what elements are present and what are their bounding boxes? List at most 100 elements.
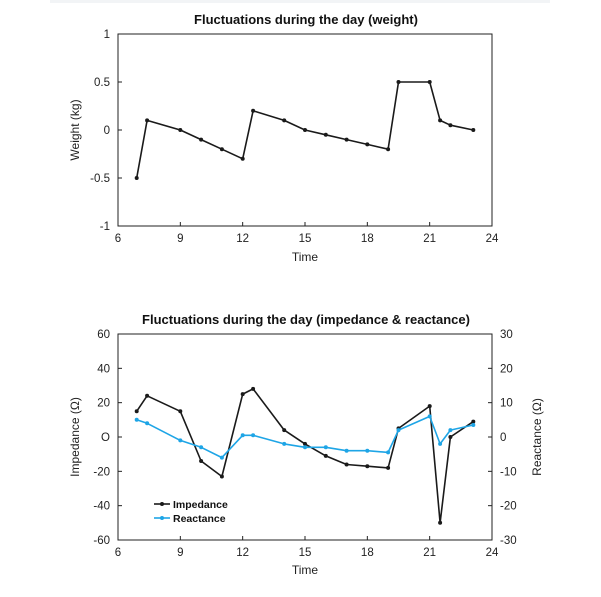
reactance-point bbox=[145, 421, 150, 426]
series-0-point bbox=[365, 142, 370, 147]
reactance-point bbox=[344, 448, 349, 453]
reactance-point bbox=[303, 445, 307, 450]
reactance-point bbox=[219, 455, 224, 460]
top-strip bbox=[50, 0, 550, 3]
impedance-point bbox=[386, 465, 391, 470]
legend-reactance-marker bbox=[160, 516, 164, 520]
y-tick-label: O bbox=[101, 432, 110, 444]
series-0-point bbox=[471, 128, 476, 132]
y-tick-label: -60 bbox=[93, 535, 110, 547]
impedance-point bbox=[219, 474, 224, 479]
impedance-y-axis: 60 40 20 O -20 -40 -60 bbox=[93, 329, 122, 547]
legend-reactance-label: Reactance bbox=[173, 513, 226, 525]
reactance-point bbox=[240, 433, 245, 438]
weight-chart-title: Fluctuations during the day (weight) bbox=[194, 12, 418, 27]
y2-tick-label: 10 bbox=[500, 398, 513, 410]
y-tick-label: -40 bbox=[93, 501, 110, 513]
y-tick-label: 20 bbox=[97, 398, 110, 410]
reactance-point bbox=[365, 448, 370, 453]
series-0-point bbox=[303, 128, 307, 132]
weight-y-axis-label: Weight (kg) bbox=[68, 99, 82, 160]
impedance-point bbox=[199, 459, 204, 463]
impedance-point bbox=[178, 409, 183, 414]
series-0-point bbox=[219, 147, 224, 152]
impedance-point bbox=[438, 520, 443, 525]
reactance-point bbox=[323, 445, 328, 450]
x-tick-label: 21 bbox=[423, 547, 436, 559]
impedance-point bbox=[471, 419, 476, 424]
y-tick-label: 0 bbox=[104, 125, 110, 137]
impedance-point bbox=[344, 462, 349, 467]
y2-tick-label: 0 bbox=[500, 432, 506, 444]
series-0-point bbox=[344, 137, 349, 142]
reactance-point bbox=[386, 450, 391, 455]
x-tick-label: 21 bbox=[423, 233, 436, 245]
series-0-point bbox=[386, 147, 391, 152]
impedance-x-axis: 6 9 12 15 18 21 24 bbox=[115, 536, 499, 559]
y2-tick-label: 20 bbox=[500, 363, 513, 375]
impedance-chart-title: Fluctuations during the day (impedance &… bbox=[142, 312, 470, 327]
y2-tick-label: -10 bbox=[500, 466, 517, 478]
y-tick-label: 60 bbox=[97, 329, 110, 341]
series-0-point bbox=[448, 123, 453, 128]
impedance-point bbox=[251, 386, 256, 391]
impedance-line bbox=[136, 388, 474, 524]
x-tick-label: 24 bbox=[486, 547, 499, 559]
x-tick-label: 24 bbox=[486, 233, 499, 245]
y-tick-label: 1 bbox=[104, 29, 110, 41]
impedance-point bbox=[282, 428, 287, 433]
legend-impedance-marker bbox=[160, 502, 164, 506]
weight-y-axis: 1 0.5 0 -0.5 -1 bbox=[90, 29, 122, 233]
weight-x-axis: 6 9 12 15 18 21 24 bbox=[115, 222, 499, 245]
impedance-legend: Impedance Reactance bbox=[154, 499, 228, 525]
reactance-point bbox=[471, 423, 476, 427]
x-tick-label: 12 bbox=[236, 547, 249, 559]
x-tick-label: 15 bbox=[299, 233, 312, 245]
y-tick-label: 40 bbox=[97, 363, 110, 375]
impedance-point bbox=[145, 393, 150, 398]
y2-tick-label: -30 bbox=[500, 535, 517, 547]
reactance-point bbox=[282, 441, 287, 446]
series-0-point bbox=[251, 108, 256, 113]
series-0-point bbox=[396, 80, 401, 84]
legend-impedance-label: Impedance bbox=[173, 499, 228, 511]
impedance-point bbox=[240, 392, 245, 397]
series-0-point bbox=[323, 132, 328, 137]
impedance-point bbox=[323, 453, 328, 458]
series-0-point bbox=[199, 137, 204, 142]
series-0-line bbox=[135, 81, 474, 179]
weight-chart: Fluctuations during the day (weight) 1 0.… bbox=[68, 12, 499, 264]
impedance-x-axis-label: Time bbox=[292, 563, 319, 577]
series-0-point bbox=[240, 156, 245, 161]
x-tick-label: 9 bbox=[177, 547, 183, 559]
impedance-point bbox=[448, 435, 453, 439]
reactance-line bbox=[136, 415, 474, 459]
impedance-y-axis-label: Impedance (Ω) bbox=[68, 397, 82, 477]
y2-tick-label: -20 bbox=[500, 501, 517, 513]
reactance-y-axis: 30 20 10 0 -10 -20 -30 bbox=[488, 329, 517, 547]
x-tick-label: 9 bbox=[177, 233, 183, 245]
impedance-point bbox=[427, 404, 432, 409]
reactance-point bbox=[438, 441, 443, 446]
reactance-point bbox=[199, 445, 204, 450]
series-0-point bbox=[145, 118, 150, 123]
series-0-point bbox=[282, 118, 287, 123]
impedance-reactance-series bbox=[134, 386, 476, 525]
series-0-point bbox=[178, 128, 183, 132]
series-0-point bbox=[427, 80, 432, 84]
reactance-point bbox=[251, 433, 256, 438]
reactance-point bbox=[178, 438, 183, 443]
y-tick-label: -1 bbox=[100, 221, 110, 233]
x-tick-label: 18 bbox=[361, 233, 374, 245]
x-tick-label: 6 bbox=[115, 233, 121, 245]
impedance-reactance-chart: Fluctuations during the day (impedance &… bbox=[68, 312, 544, 577]
y-tick-label: -0.5 bbox=[90, 173, 110, 185]
impedance-point bbox=[303, 441, 307, 446]
y-tick-label: 0.5 bbox=[94, 77, 110, 89]
impedance-point bbox=[134, 409, 139, 414]
weight-series bbox=[134, 80, 476, 180]
impedance-point bbox=[365, 464, 370, 469]
x-tick-label: 18 bbox=[361, 547, 374, 559]
reactance-point bbox=[134, 417, 139, 422]
